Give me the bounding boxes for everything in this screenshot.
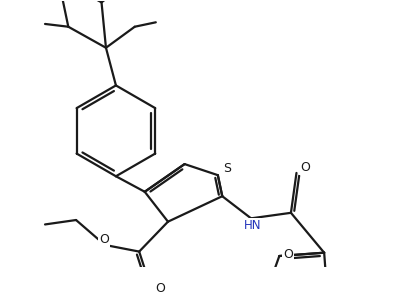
Text: O: O — [283, 248, 293, 261]
Text: HN: HN — [244, 219, 261, 232]
Text: S: S — [223, 162, 231, 175]
Text: O: O — [155, 282, 165, 292]
Text: O: O — [99, 233, 109, 246]
Text: O: O — [300, 161, 310, 174]
